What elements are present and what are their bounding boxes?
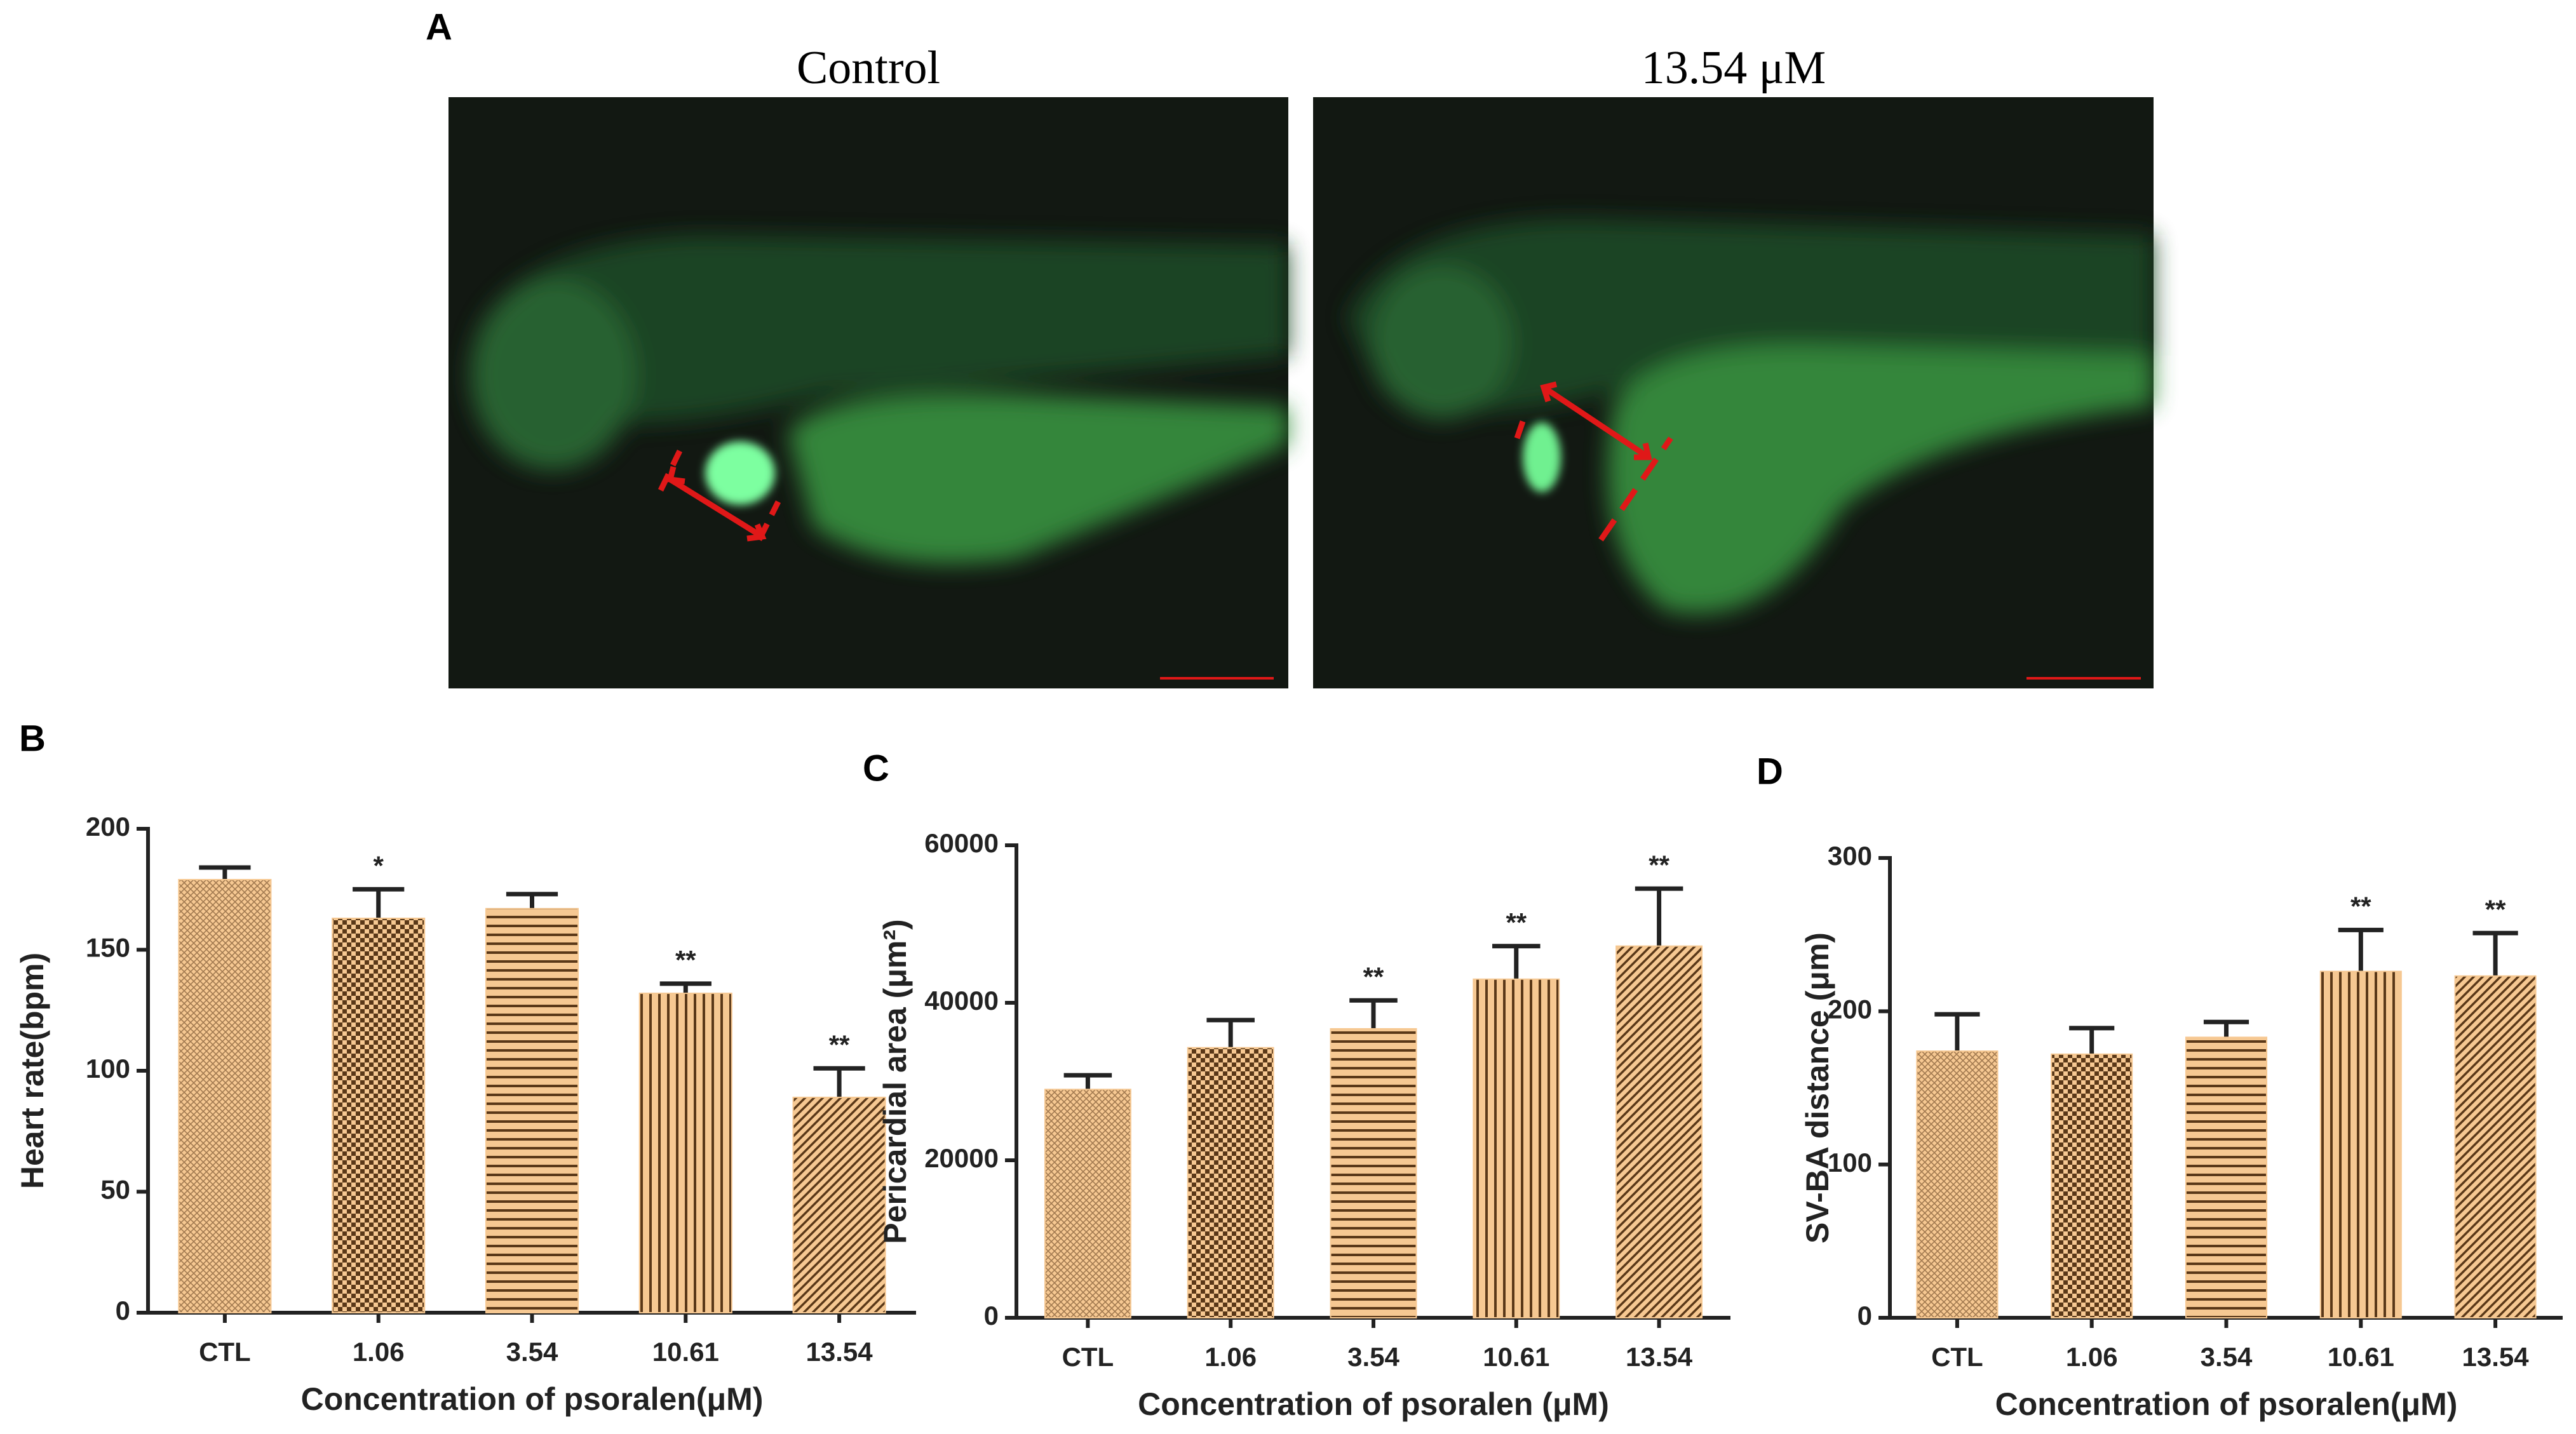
x-tick-label: 10.61 — [1483, 1342, 1549, 1372]
significance-label: ** — [1649, 850, 1669, 880]
x-tick-label: 13.54 — [806, 1337, 873, 1367]
y-tick-label: 60000 — [924, 828, 999, 858]
x-tick-label: 3.54 — [506, 1337, 558, 1367]
bar — [2319, 970, 2402, 1318]
x-axis-title: Concentration of psoralen(μM) — [301, 1381, 764, 1417]
bar — [1615, 945, 1703, 1318]
x-tick-label: 10.61 — [2328, 1342, 2394, 1372]
x-tick-label: 13.54 — [2462, 1342, 2530, 1372]
significance-label: * — [374, 850, 384, 880]
bar — [485, 908, 579, 1313]
significance-label: ** — [675, 945, 696, 975]
y-tick-label: 200 — [1828, 994, 1872, 1024]
micrograph-control — [448, 97, 1288, 688]
x-tick-label: 3.54 — [1347, 1342, 1399, 1372]
bar — [2454, 975, 2537, 1318]
panel-label: A — [426, 6, 452, 48]
y-tick-label: 200 — [86, 812, 130, 841]
x-tick-label: CTL — [1931, 1342, 1983, 1372]
bar — [792, 1096, 886, 1314]
significance-label: ** — [1506, 908, 1527, 937]
y-tick-label: 20000 — [924, 1143, 999, 1173]
x-tick-label: 1.06 — [1204, 1342, 1257, 1372]
panel-label: D — [1757, 751, 1783, 792]
x-tick-label: 1.06 — [2066, 1342, 2118, 1372]
panel-label: C — [863, 747, 889, 789]
x-axis-title: Concentration of psoralen (μM) — [1138, 1386, 1609, 1422]
y-axis-title: Pericardial area (μm²) — [877, 919, 913, 1243]
bar — [638, 993, 732, 1313]
significance-label: ** — [2485, 894, 2506, 924]
bar — [178, 879, 272, 1313]
y-tick-label: 0 — [116, 1296, 130, 1325]
panel-label: B — [19, 718, 46, 759]
x-axis-title: Concentration of psoralen(μM) — [1995, 1386, 2458, 1422]
bar — [2185, 1036, 2268, 1318]
y-tick-label: 100 — [1828, 1148, 1872, 1177]
y-tick-label: 50 — [100, 1175, 130, 1205]
bar — [1473, 978, 1560, 1319]
y-tick-label: 300 — [1828, 841, 1872, 871]
bar — [1044, 1089, 1131, 1319]
y-tick-label: 0 — [984, 1301, 999, 1330]
y-tick-label: 40000 — [924, 986, 999, 1015]
micrograph-treated — [1313, 97, 2154, 688]
bar — [332, 917, 426, 1313]
bar — [1330, 1028, 1417, 1319]
significance-label: ** — [1363, 962, 1384, 991]
significance-label: ** — [829, 1029, 850, 1059]
x-tick-label: 13.54 — [1626, 1342, 1693, 1372]
x-tick-label: 10.61 — [652, 1337, 719, 1367]
image-title: 13.54 μM — [1642, 42, 1826, 94]
x-tick-label: CTL — [1062, 1342, 1114, 1372]
bar — [1916, 1050, 1999, 1318]
significance-label: ** — [2350, 892, 2371, 921]
bar — [1187, 1047, 1274, 1319]
x-tick-label: 3.54 — [2201, 1342, 2253, 1372]
y-tick-label: 100 — [86, 1054, 130, 1083]
image-title: Control — [797, 42, 940, 94]
y-axis-title: Heart rate(bpm) — [15, 953, 50, 1189]
y-axis-title: SV-BA distance (μm) — [1800, 932, 1835, 1243]
y-tick-label: 150 — [86, 933, 130, 963]
y-tick-label: 0 — [1858, 1301, 1872, 1330]
bar — [2051, 1053, 2133, 1318]
x-tick-label: CTL — [199, 1337, 251, 1367]
x-tick-label: 1.06 — [353, 1337, 405, 1367]
